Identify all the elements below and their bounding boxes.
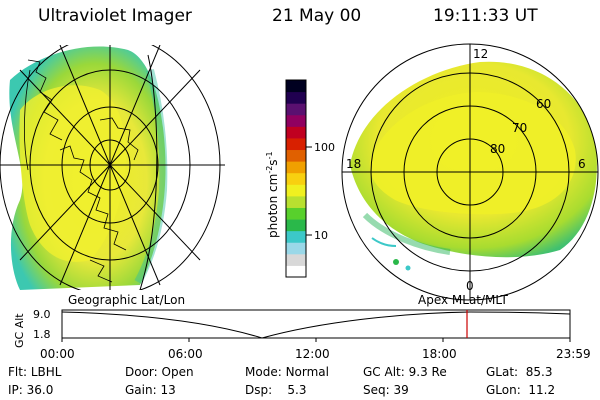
colorbar-band bbox=[286, 184, 306, 197]
mlat-label-60: 60 bbox=[536, 97, 551, 111]
info-seq: Seq: 39 bbox=[363, 383, 409, 397]
colorbar-band bbox=[286, 91, 306, 104]
orbit-ymin: 1.8 bbox=[33, 328, 51, 341]
mlt-label-0: 0 bbox=[466, 279, 474, 293]
colorbar-band bbox=[286, 172, 306, 185]
header-time: 19:11:33 UT bbox=[433, 6, 538, 26]
mlat-mlt-grid bbox=[341, 43, 599, 301]
colorbar-band bbox=[286, 80, 306, 93]
app-title: Ultraviolet Imager bbox=[38, 6, 192, 26]
colorbar-band bbox=[286, 195, 306, 208]
header-date: 21 May 00 bbox=[272, 6, 362, 26]
mlat-label-80: 80 bbox=[490, 142, 505, 156]
info-dsp: Dsp: 5.3 bbox=[245, 383, 307, 397]
orbit-xtick-0000: 00:00 bbox=[40, 347, 75, 361]
altitude-curve bbox=[61, 311, 571, 339]
info-glat: GLat: 85.3 bbox=[486, 365, 553, 379]
orbit-x-ticks bbox=[61, 338, 571, 342]
lat-lon-grid bbox=[0, 45, 225, 290]
mlt-label-18: 18 bbox=[346, 157, 361, 171]
info-gc-alt: GC Alt: 9.3 Re bbox=[363, 365, 447, 379]
colorbar-band bbox=[286, 207, 306, 220]
colorbar-band bbox=[286, 114, 306, 127]
colorbar-frame bbox=[285, 79, 307, 278]
apex-panel-label: Apex MLat/MLT bbox=[418, 293, 508, 307]
colorbar-band bbox=[286, 230, 306, 243]
info-door: Door: Open bbox=[125, 365, 194, 379]
colorbar-band bbox=[286, 161, 306, 174]
info-glon: GLon: 11.2 bbox=[486, 383, 556, 397]
orbit-altitude-plot bbox=[61, 309, 571, 342]
geographic-panel-label: Geographic Lat/Lon bbox=[68, 293, 185, 307]
colorbar-unit-label: photon cm-2s-1 bbox=[265, 151, 280, 238]
info-mode: Mode: Normal bbox=[245, 365, 329, 379]
orbit-plot-frame bbox=[61, 309, 571, 339]
orbit-xtick-0600: 06:00 bbox=[168, 347, 203, 361]
colorbar-band bbox=[286, 149, 306, 162]
mlt-label-6: 6 bbox=[578, 157, 586, 171]
orbit-xtick-1800: 18:00 bbox=[422, 347, 457, 361]
mlt-label-12: 12 bbox=[473, 47, 488, 61]
orbit-ymax: 9.0 bbox=[33, 308, 51, 321]
colorbar-label-10: 10 bbox=[314, 229, 328, 242]
colorbar-label-100: 100 bbox=[314, 141, 335, 154]
info-gain: Gain: 13 bbox=[125, 383, 176, 397]
colorbar-band bbox=[286, 265, 306, 278]
colorbar-band bbox=[286, 126, 306, 139]
colorbar bbox=[286, 80, 306, 278]
colorbar-band bbox=[286, 219, 306, 232]
coastline bbox=[24, 59, 139, 283]
polar-image-panel bbox=[341, 43, 599, 301]
geographic-image-panel bbox=[0, 45, 225, 290]
colorbar-band bbox=[286, 253, 306, 266]
colorbar-band bbox=[286, 103, 306, 116]
mlat-label-70: 70 bbox=[512, 121, 527, 135]
info-ip: IP: 36.0 bbox=[8, 383, 54, 397]
orbit-ylabel: GC Alt bbox=[13, 313, 26, 348]
colorbar-band bbox=[286, 242, 306, 255]
orbit-xtick-1200: 12:00 bbox=[295, 347, 330, 361]
info-flt: Flt: LBHL bbox=[8, 365, 62, 379]
orbit-xtick-2359: 23:59 bbox=[556, 347, 591, 361]
colorbar-band bbox=[286, 137, 306, 151]
